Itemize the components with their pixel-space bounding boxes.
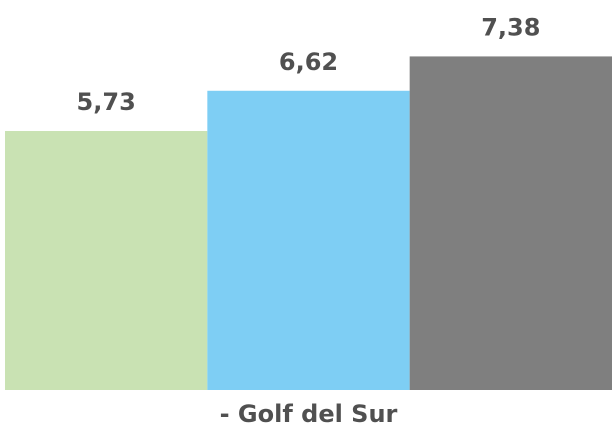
data-label: 6,62 [279,48,338,76]
bar [207,90,410,390]
bar [409,56,612,390]
bar [5,131,208,390]
data-label: 5,73 [77,88,136,116]
data-label: 7,38 [481,13,540,41]
x-tick-label: - Golf del Sur [220,400,398,428]
